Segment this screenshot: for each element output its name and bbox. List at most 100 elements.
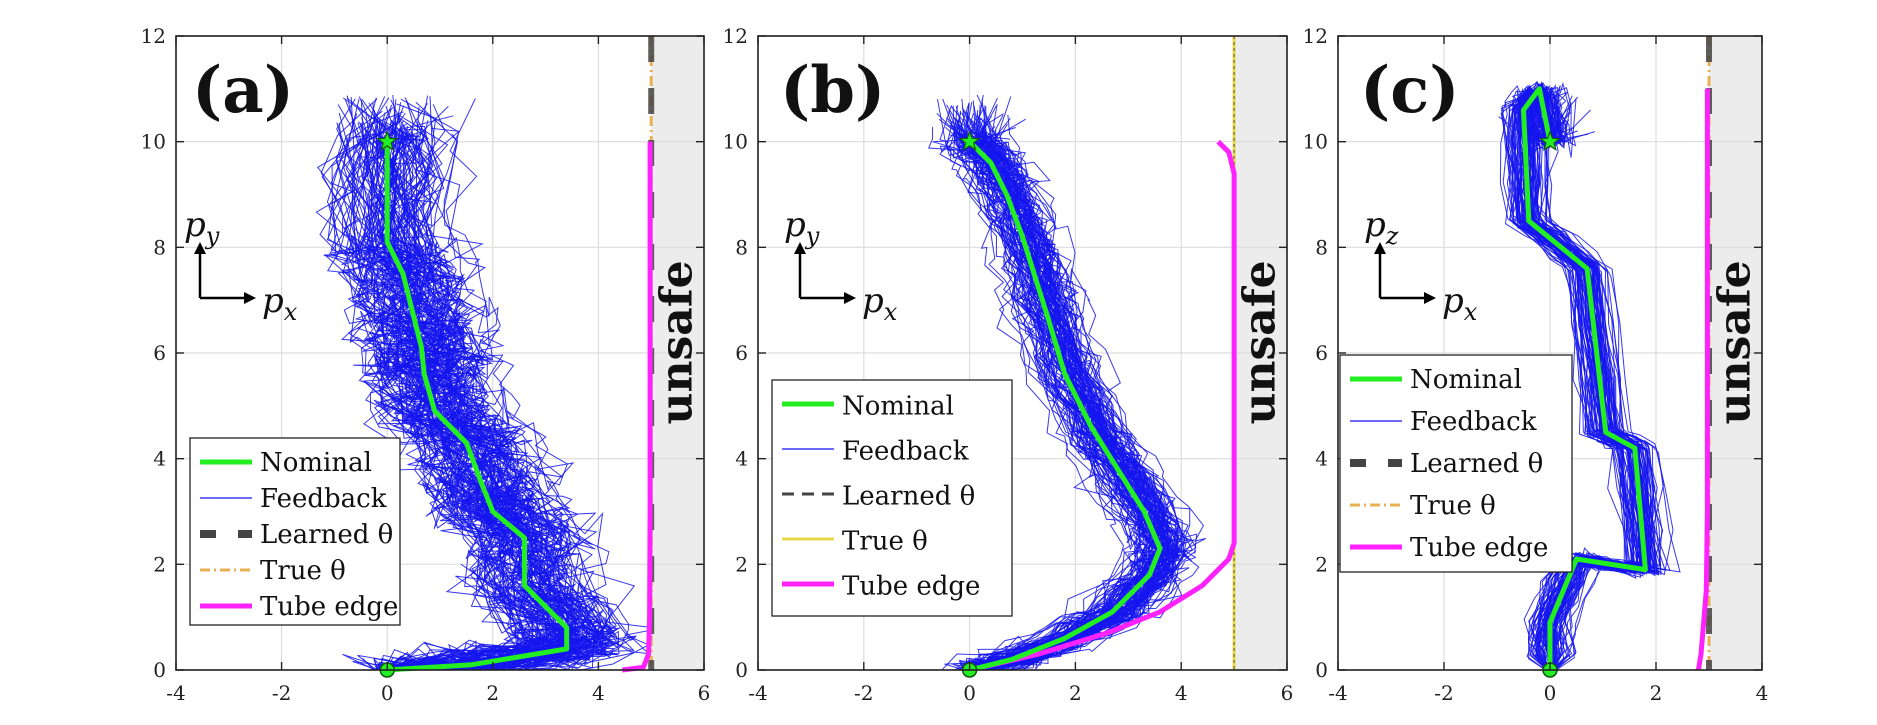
y-tick-label: 8 <box>153 235 166 259</box>
legend-box <box>1339 354 1573 573</box>
legend-label: Tube edge <box>1410 533 1548 563</box>
feedback-line <box>1500 89 1628 671</box>
right-arrow-head <box>844 292 856 304</box>
y-tick-label: 12 <box>141 24 166 48</box>
x-tick-label: -4 <box>748 681 767 705</box>
legend-label: True θ <box>842 527 928 557</box>
up-arrow-head <box>194 242 206 254</box>
y-tick-label: 6 <box>735 341 748 365</box>
up-axis-label: py <box>184 205 220 250</box>
panel-label: (c) <box>1360 53 1460 128</box>
feedback-line <box>330 132 541 671</box>
x-tick-label: 2 <box>1650 681 1663 705</box>
right-axis-label: px <box>862 281 898 326</box>
x-tick-label: 6 <box>698 681 711 705</box>
legend-label: Feedback <box>1410 407 1537 437</box>
goal-star <box>958 130 981 152</box>
feedback-line <box>949 124 1158 671</box>
right-arrow-head <box>244 292 256 304</box>
y-tick-label: 10 <box>141 130 166 154</box>
x-tick-label: -2 <box>854 681 873 705</box>
panel-label: (a) <box>192 53 294 128</box>
feedback-line <box>402 101 651 671</box>
up-axis-label: py <box>784 205 820 250</box>
feedback-line <box>399 118 620 671</box>
feedback-line <box>397 114 617 671</box>
feedback-line <box>394 137 607 671</box>
legend-label: Nominal <box>842 392 954 422</box>
feedback-line <box>948 112 1147 671</box>
feedback-line <box>392 115 600 671</box>
feedback-line <box>361 117 568 671</box>
x-tick-label: 0 <box>963 681 976 705</box>
goal-star <box>376 130 399 152</box>
goal-star <box>1538 130 1562 152</box>
legend-box <box>189 437 401 626</box>
legend-label: True θ <box>1410 491 1496 521</box>
nominal-line <box>1521 86 1648 670</box>
y-tick-label: 0 <box>1315 658 1328 682</box>
x-tick-label: -2 <box>272 681 291 705</box>
x-tick-label: -2 <box>1434 681 1453 705</box>
legend-label: Learned θ <box>842 482 975 512</box>
x-tick-label: 2 <box>1069 681 1082 705</box>
feedback-line <box>961 107 1175 671</box>
y-tick-label: 8 <box>735 235 748 259</box>
unsafe-label: unsafe <box>1710 260 1761 424</box>
y-tick-label: 4 <box>1315 447 1328 471</box>
feedback-line <box>382 120 591 671</box>
legend-label: True θ <box>260 556 346 586</box>
feedback-line <box>410 133 637 671</box>
legend-label: Tube edge <box>260 592 398 622</box>
feedback-line <box>963 135 1190 671</box>
feedback-line <box>939 105 1136 671</box>
x-tick-label: 4 <box>1175 681 1188 705</box>
feedback-line <box>1508 92 1642 671</box>
feedback-line <box>1539 87 1681 671</box>
legend-label: Nominal <box>1410 365 1522 395</box>
y-tick-label: 8 <box>1315 235 1328 259</box>
nominal-line <box>384 141 570 673</box>
y-tick-label: 0 <box>153 658 166 682</box>
feedback-line <box>390 107 609 671</box>
legend-box <box>771 379 1013 617</box>
legend: Nominal Feedback Learned θ True θ Tube edge <box>189 437 401 626</box>
right-arrow-head <box>1424 292 1436 304</box>
legend-label: Feedback <box>842 437 969 467</box>
feedback-line <box>379 112 579 671</box>
up-arrow-head <box>794 242 806 254</box>
unsafe-label: unsafe <box>1235 260 1286 424</box>
tube-edge-line <box>969 139 1237 673</box>
legend: Nominal Feedback Learned θ True θ Tube edge <box>771 379 1013 617</box>
feedback-line <box>388 135 600 671</box>
right-axis-label: px <box>262 281 298 326</box>
x-tick-label: 6 <box>1281 681 1294 705</box>
feedback-line <box>387 137 635 671</box>
y-tick-label: 10 <box>723 130 748 154</box>
x-tick-label: -4 <box>166 681 185 705</box>
y-tick-label: 0 <box>735 658 748 682</box>
y-tick-label: 10 <box>1303 130 1328 154</box>
unsafe-label: unsafe <box>652 260 703 424</box>
up-arrow-head <box>1374 242 1386 254</box>
y-tick-label: 6 <box>153 341 166 365</box>
feedback-line <box>353 117 565 671</box>
legend: Nominal Feedback Learned θ True θ Tube edge <box>1339 354 1573 573</box>
tube-edge-line <box>1695 88 1710 671</box>
legend-label: Tube edge <box>842 572 980 602</box>
panel-label: (b) <box>780 53 885 128</box>
legend-label: Learned θ <box>260 520 393 550</box>
feedback-line <box>955 118 1157 671</box>
y-tick-label: 4 <box>153 447 166 471</box>
feedback-line <box>944 124 1139 671</box>
feedback-line <box>966 111 1169 671</box>
feedback-line <box>1507 87 1630 671</box>
y-tick-label: 2 <box>1315 552 1328 576</box>
y-tick-label: 12 <box>1303 24 1328 48</box>
feedback-line <box>966 115 1170 671</box>
y-tick-label: 6 <box>1315 341 1328 365</box>
